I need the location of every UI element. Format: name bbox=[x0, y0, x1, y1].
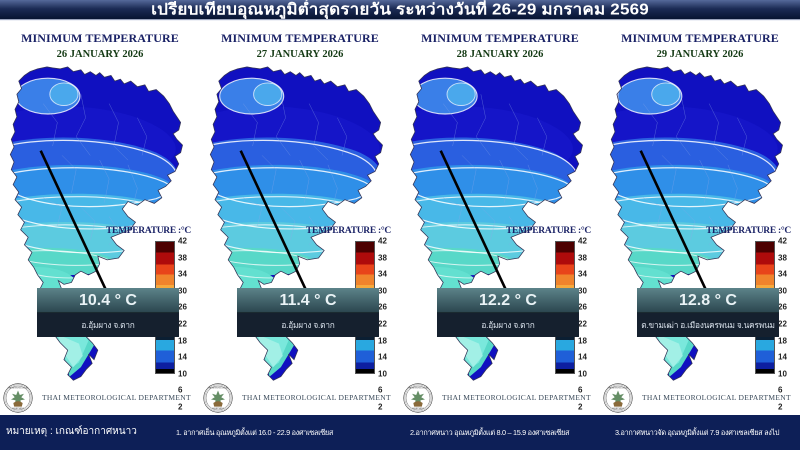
svg-text:DEPARTMENT: DEPARTMENT bbox=[212, 407, 223, 410]
svg-text:DEPARTMENT: DEPARTMENT bbox=[612, 407, 623, 410]
svg-text:THAI METEOROLOGICAL: THAI METEOROLOGICAL bbox=[608, 387, 628, 390]
svg-text:THAI METEOROLOGICAL: THAI METEOROLOGICAL bbox=[8, 387, 28, 390]
svg-text:DEPARTMENT: DEPARTMENT bbox=[12, 407, 23, 410]
svg-text:THAI METEOROLOGICAL: THAI METEOROLOGICAL bbox=[408, 387, 428, 390]
svg-text:THAI METEOROLOGICAL: THAI METEOROLOGICAL bbox=[208, 387, 228, 390]
svg-text:DEPARTMENT: DEPARTMENT bbox=[412, 407, 423, 410]
